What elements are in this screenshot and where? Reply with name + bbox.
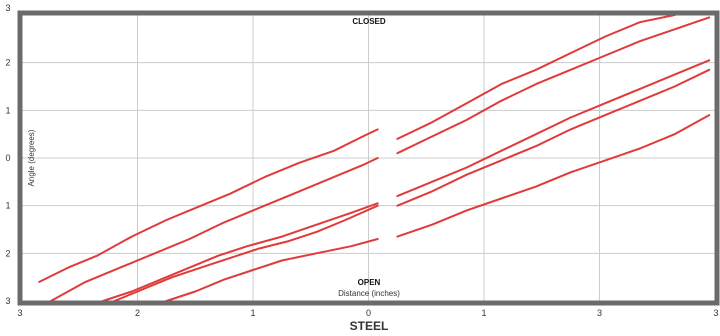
- series-5-line-right: [396, 114, 711, 238]
- x-tick-labels: 3 2 1 0 1 3 3: [17, 308, 718, 318]
- x-axis-label: Distance (inches): [338, 289, 400, 298]
- y-tick-label: 3: [5, 3, 10, 13]
- y-tick-label: 3: [5, 296, 10, 306]
- annotation-open: OPEN: [358, 278, 381, 287]
- x-tick-label: 0: [366, 308, 371, 318]
- x-tick-label: 2: [135, 308, 140, 318]
- y-tick-label: 2: [5, 248, 10, 258]
- series-4-line-left: [113, 204, 379, 302]
- annotation-closed: CLOSED: [352, 17, 386, 26]
- x-tick-label: 1: [481, 308, 486, 318]
- series-lines: [38, 14, 711, 302]
- series-1-line-left: [38, 128, 379, 283]
- x-tick-label: 3: [17, 308, 22, 318]
- series-5-line-left: [165, 238, 379, 302]
- y-tick-label: 2: [5, 58, 10, 68]
- y-tick-label: 1: [5, 201, 10, 211]
- series-1-line-right: [396, 14, 676, 140]
- y-tick-label: 0: [5, 153, 10, 163]
- series-3-line-right: [396, 59, 711, 198]
- series-4-line-right: [396, 68, 711, 207]
- x-tick-label: 3: [597, 308, 602, 318]
- series-3-line-left: [101, 202, 379, 302]
- y-tick-labels: 3 2 1 0 1 2 3: [5, 3, 10, 306]
- x-tick-label: 1: [250, 308, 255, 318]
- plot-frame: [17, 10, 720, 306]
- y-tick-label: 1: [5, 105, 10, 115]
- y-axis-label: Angle (degrees): [27, 129, 36, 186]
- series-2-line-right: [396, 16, 711, 155]
- series-2-line-left: [49, 157, 379, 302]
- x-tick-label: 3: [713, 308, 718, 318]
- chart-title: STEEL: [350, 319, 389, 333]
